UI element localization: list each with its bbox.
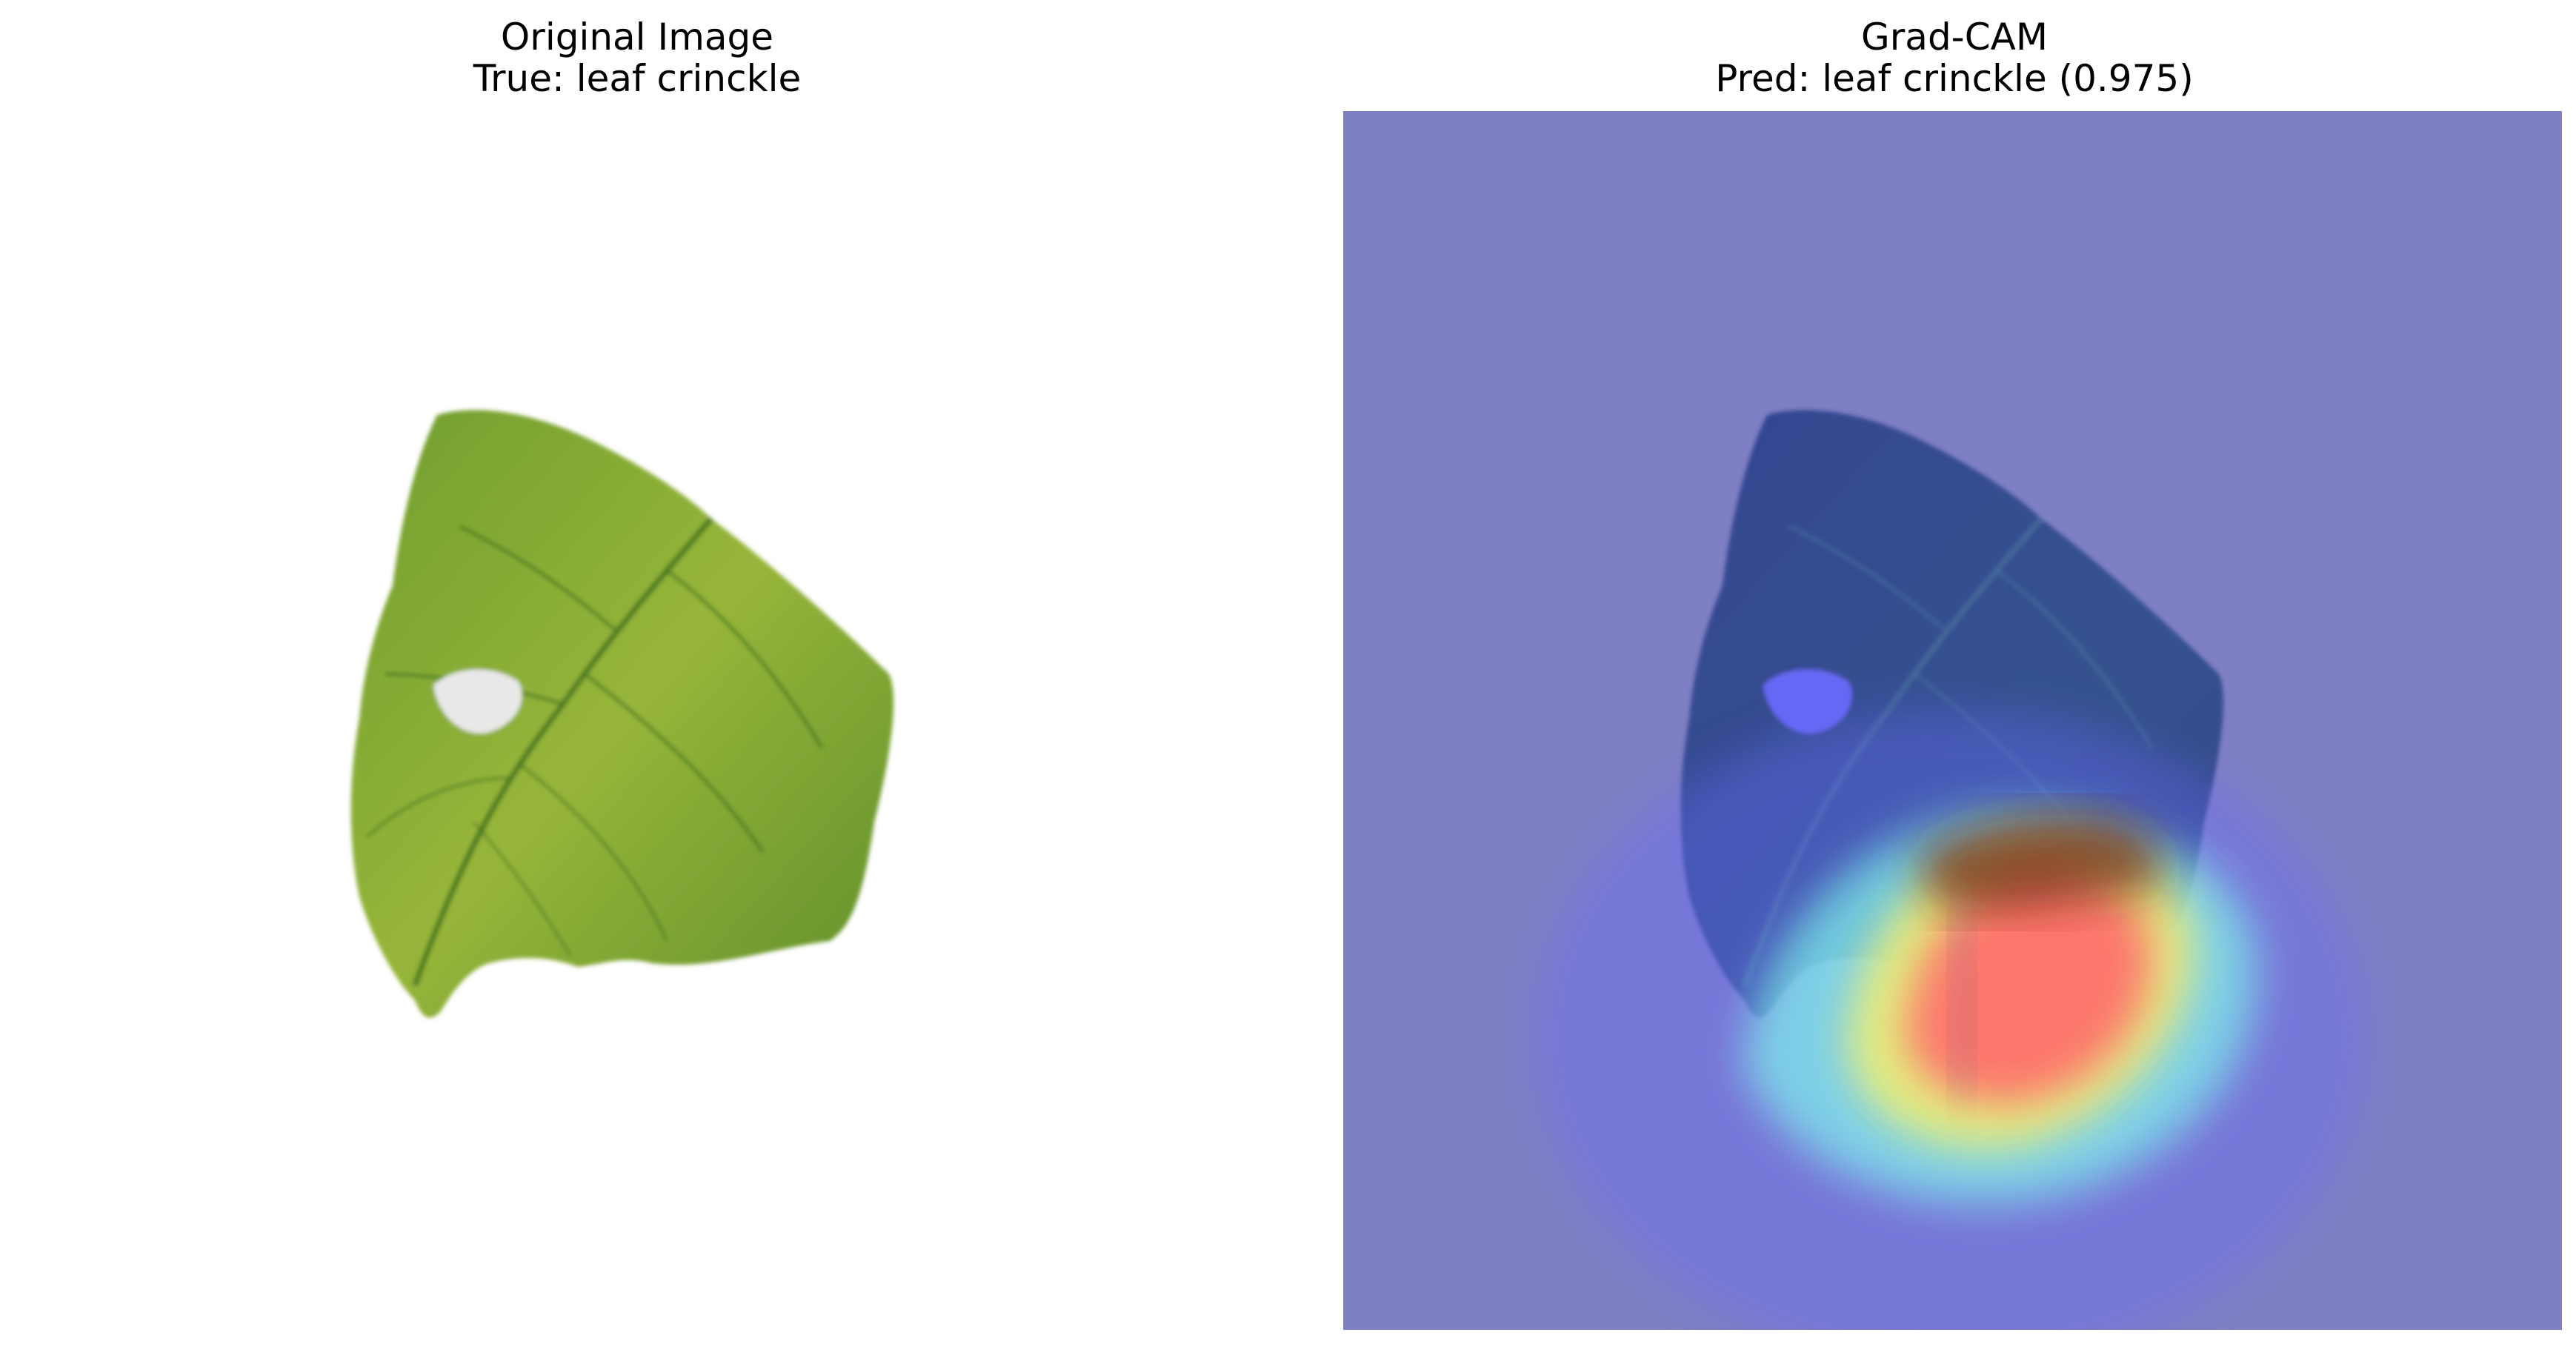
original-image [350,410,894,1018]
original-image-title-line2: True: leaf crinckle [473,57,802,100]
gradcam-title-line2: Pred: leaf crinckle (0.975) [1715,57,2194,100]
gradcam-heatmap [1536,711,2366,1330]
gradcam-title-line1: Grad-CAM [1861,16,2048,59]
original-image-title-line1: Original Image [500,16,774,59]
gradcam-title: Grad-CAM Pred: leaf crinckle (0.975) [1673,16,2236,99]
gradcam-image [1343,111,2562,1330]
leaf-photo-icon [350,410,894,1018]
original-image-title: Original Image True: leaf crinckle [356,16,919,99]
